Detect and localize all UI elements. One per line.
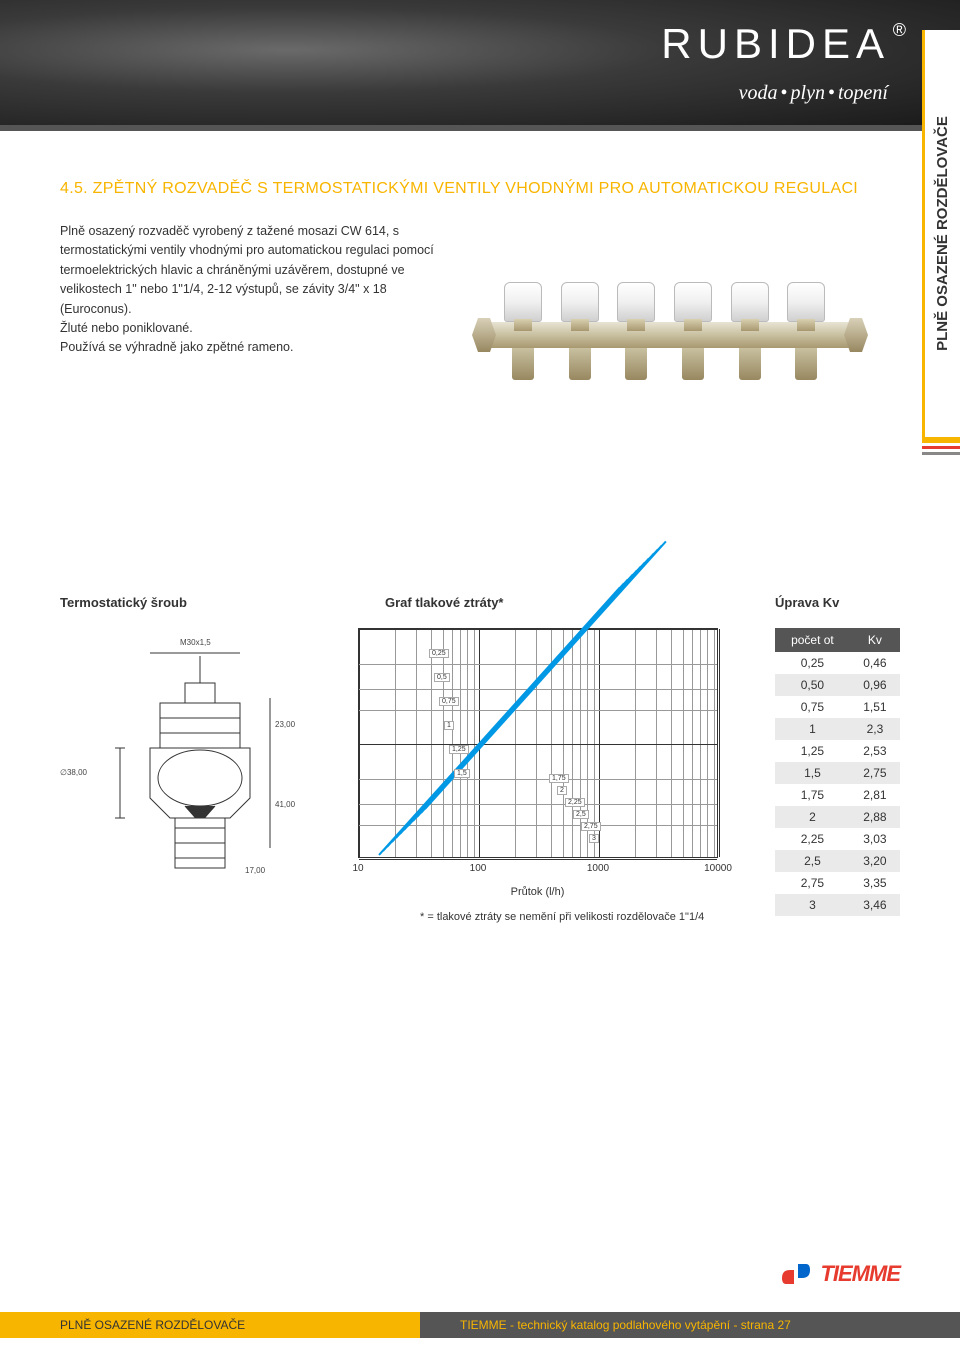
manifold-cap [787,282,825,322]
kv-row: 33,46 [775,894,900,916]
chart-xlabel: Průtok (l/h) [511,886,565,898]
chart-area: 0,25 0,5 0,75 1 1,25 1,5 1,75 2 2,25 2,5 2,75 3 [358,628,718,858]
kv-th-turns: počet ot [775,628,850,652]
side-accent-lines [922,440,960,458]
kv-row: 1,252,53 [775,740,900,762]
kv-table-panel: počet ot Kv 0,250,460,500,960,751,5112,3… [735,628,900,916]
chart-series-badge: 3 [589,834,599,843]
kv-row: 1,752,81 [775,784,900,806]
chart-series-badge: 0,75 [439,697,459,706]
chart-series-badge: 2,5 [573,810,589,819]
footer-right: TIEMME - technický katalog podlahového v… [420,1312,960,1338]
chart-xtick: 100 [470,863,487,874]
chart-series-badge: 0,5 [434,673,450,682]
kv-row: 1,52,75 [775,762,900,784]
kv-row: 0,751,51 [775,696,900,718]
screw-diagram: M30x1,5 23,00 41,00 17,00 ∅38,00 [60,628,340,908]
manifold-cap [561,282,599,322]
registered-mark: ® [893,20,912,41]
kv-th-kv: Kv [850,628,900,652]
side-tab: PLNĚ OSAZENÉ ROZDĚLOVAČE [922,30,960,440]
brand-logo: RUBIDEA ® [661,20,890,68]
page-footer: PLNĚ OSAZENÉ ROZDĚLOVAČE TIEMME - techni… [0,1312,960,1338]
side-tab-label: PLNĚ OSAZENÉ ROZDĚLOVAČE [934,116,951,351]
chart-header: Graf tlakové ztráty* [385,595,775,610]
chart-note: * = tlakové ztráty se nemění při velikos… [420,911,704,923]
chart-series-badge: 0,25 [429,649,449,658]
pressure-loss-chart: Δp- tlakové ztráty 0,250,50,7511,251,51,… [340,628,735,928]
tiemme-mark-icon [780,1260,812,1288]
manifold-cap [504,282,542,322]
mid-section-headers: Termostatický šroub Graf tlakové ztráty*… [60,595,900,610]
manifold-outlet [512,348,534,380]
tiemme-text: TIEMME [820,1261,900,1287]
kv-row: 22,88 [775,806,900,828]
chart-series-badge: 2 [557,786,567,795]
header-divider [0,125,960,131]
manifold-outlet [739,348,761,380]
manifold-outlet [625,348,647,380]
manifold-outlet [682,348,704,380]
chart-series-badge: 2,25 [565,798,585,807]
brand-tagline: voda•plyn•topení [739,82,888,105]
kv-row: 0,500,96 [775,674,900,696]
product-image [470,222,880,417]
kv-row: 12,3 [775,718,900,740]
screw-drawing [90,648,290,898]
dim-diameter: ∅38,00 [60,768,87,777]
kv-row: 2,753,35 [775,872,900,894]
kv-header: Úprava Kv [775,595,900,610]
manifold-outlet [569,348,591,380]
chart-series-badge: 2,75 [581,822,601,831]
thread-label: M30x1,5 [180,638,211,647]
manifold-cap [674,282,712,322]
manifold-cap [731,282,769,322]
manifold-cap [617,282,655,322]
chart-xtick: 10 [352,863,363,874]
kv-row: 0,250,46 [775,652,900,674]
kv-row: 2,53,20 [775,850,900,872]
kv-row: 2,253,03 [775,828,900,850]
chart-series-badge: 1,75 [549,774,569,783]
chart-series-badge: 1 [444,721,454,730]
kv-table: počet ot Kv 0,250,460,500,960,751,5112,3… [775,628,900,916]
brand-logo-text: RUBIDEA [661,20,890,67]
manifold-outlet [795,348,817,380]
footer-left: PLNĚ OSAZENÉ ROZDĚLOVAČE [0,1312,420,1338]
tiemme-logo: TIEMME [780,1260,900,1288]
section-title: 4.5. ZPĚTNÝ ROZVADĚČ S TERMOSTATICKÝMI V… [60,180,880,198]
section-description: Plně osazený rozvaděč vyrobený z tažené … [60,222,440,417]
screw-header: Termostatický šroub [60,595,385,610]
chart-series-badge: 1,25 [449,745,469,754]
chart-xtick: 10000 [704,863,732,874]
chart-xtick: 1000 [587,863,609,874]
chart-series-badge: 1,5 [454,769,470,778]
